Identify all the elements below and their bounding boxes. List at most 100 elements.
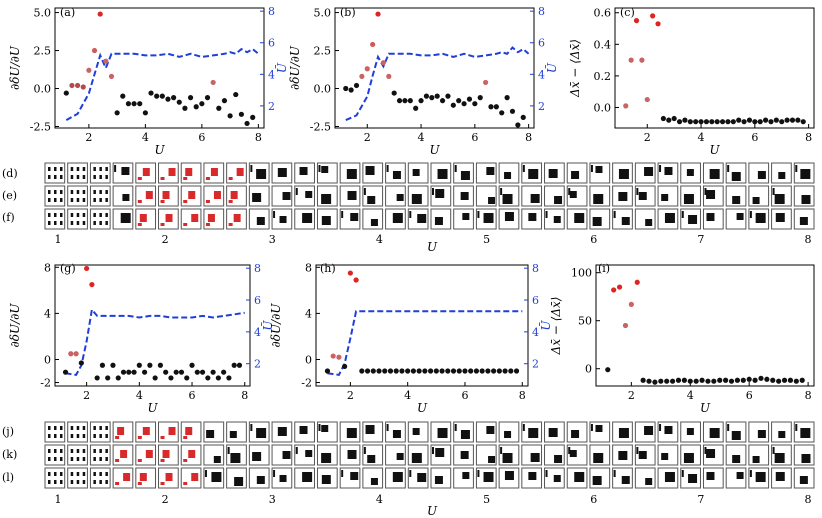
config-particle [60,457,63,461]
strip-x-tick-label: 3 [269,493,276,506]
strip-x-tick-label: 3 [269,233,276,246]
data-point [393,368,399,374]
config-particle [93,426,96,430]
config-particle [105,198,108,202]
strip-x-tick-label: 2 [162,493,169,506]
config-particle [120,213,131,223]
config-particle [105,175,108,179]
data-point [189,362,195,368]
data-point [682,117,688,123]
config-particle [139,473,147,481]
config-particle [82,213,86,217]
config-particle [411,194,422,204]
axes-frame [54,7,265,129]
config-particle [282,192,291,200]
panel-label: (h) [320,262,336,275]
config-particle [93,167,96,171]
data-point [793,378,799,384]
data-point [433,368,439,374]
config-particle [82,480,86,484]
config-particle [105,190,108,194]
data-point [353,82,360,89]
config-particle [250,165,253,172]
y-tick-label: 4 [44,307,51,320]
config-particle [48,434,51,438]
y-tick-label: 2.5 [314,45,332,58]
data-point [353,277,359,283]
config-particle [749,211,752,218]
config-particle [252,193,262,202]
config-particle [48,426,51,430]
config-cell [67,421,88,443]
config-particle [160,436,165,439]
data-point [97,11,103,17]
config-particle [318,424,321,431]
config-particle [688,474,698,483]
config-cell [44,185,66,207]
data-point [687,378,693,384]
x-tick-label: 6 [751,131,758,144]
config-particle [282,451,291,459]
data-point [468,368,474,374]
data-point [640,377,646,383]
y2-tick-label: 8 [254,262,261,275]
data-point [650,13,656,19]
config-particle [370,219,378,226]
config-particle [99,167,102,171]
config-particle [772,447,775,454]
data-point [456,98,462,104]
config-particle [704,447,707,454]
config-particle [48,167,51,171]
config-particle [70,480,74,484]
data-point [359,368,365,374]
y2-tick-label: 8 [532,262,539,275]
y2-tick-label: 6 [532,294,539,307]
data-point [705,378,711,384]
config-particle [93,213,96,217]
config-particle [613,470,616,477]
config-particle [412,428,420,435]
config-particle [137,223,142,226]
config-particle [295,188,298,195]
data-point [493,104,499,110]
panel-h: (h) [320,262,336,275]
config-particle [528,472,537,480]
config-particle [54,449,57,453]
config-particle [363,447,366,454]
y2-tick-label: 8 [268,5,275,18]
data-point [148,90,154,96]
data-point [126,369,132,375]
data-point [799,377,805,383]
config-particle [82,449,86,453]
config-particle [411,453,422,463]
config-particle [801,454,811,463]
data-point [110,362,116,368]
data-point [746,376,752,382]
config-cell [67,208,88,230]
config-particle [347,191,357,200]
config-particle [775,472,785,481]
x-tick-label: 2 [85,131,92,144]
data-point [89,281,95,288]
config-particle [795,165,798,172]
config-particle [115,436,120,439]
y-tick-label: 0.0 [34,83,52,96]
config-particle [54,198,57,202]
config-particle [454,424,457,431]
config-particle [213,191,221,199]
config-particle [706,449,716,458]
y2-axis-label: Ū [260,320,275,331]
config-particle [252,452,262,461]
config-particle [205,223,210,226]
config-particle [234,477,244,486]
data-point [386,73,392,79]
config-particle [755,472,766,482]
config-cell [44,162,66,184]
config-particle [569,450,577,457]
config-particle [302,472,313,482]
config-particle [227,447,230,454]
config-particle [774,194,785,204]
config-particle [188,450,196,458]
data-point [215,375,221,381]
plots-layer: 2 4 6 8 -2.5 0.0 2.5 5.0 U ∂δU/∂U 2 4 6 8 Ū 2 4 6 8 -2.5 0.0… [8,5,815,415]
